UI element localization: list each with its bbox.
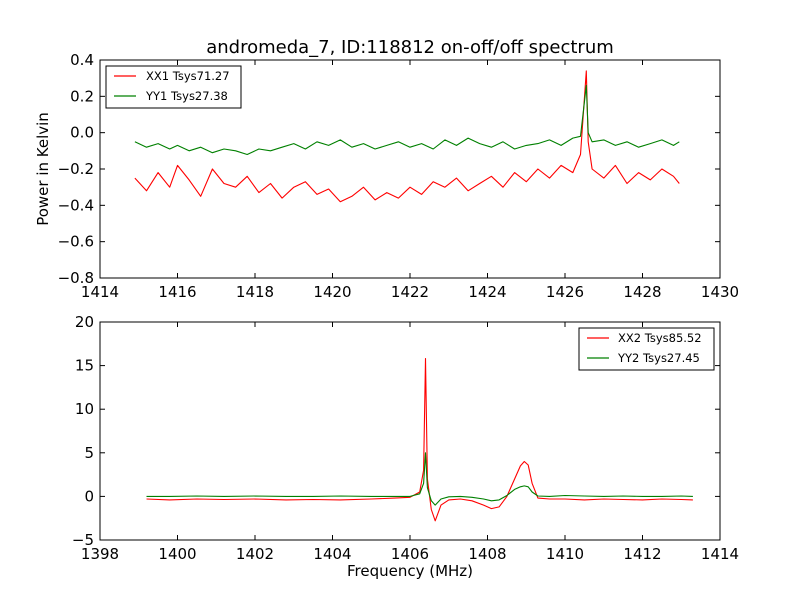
- y-tick-label: 15: [75, 357, 94, 375]
- top-plot-ticks: 1414 1416 1418 1420 1422 1424 1426 1428 1430 −0.8…: [58, 51, 740, 301]
- top-legend-label-xx1: XX1 Tsys71.27: [146, 69, 230, 83]
- y-tick-label: 0.2: [70, 87, 94, 105]
- x-tick-label: 1398: [81, 545, 119, 563]
- y-tick-label: −0.6: [58, 233, 94, 251]
- bottom-legend-label-xx2: XX2 Tsys85.52: [618, 331, 702, 345]
- bottom-plot-ticks: 1398 1400 1402 1404 1406 1408 1410 1412 1414 −5 0 5…: [72, 313, 739, 563]
- x-tick-label: 1404: [313, 545, 351, 563]
- x-tick-label: 1418: [236, 283, 274, 301]
- y-tick-label: 20: [75, 313, 94, 331]
- x-tick-label: 1422: [391, 283, 429, 301]
- bottom-plot-legend: XX2 Tsys85.52 YY2 Tsys27.45: [578, 327, 715, 371]
- y-tick-label: 0.0: [70, 124, 94, 142]
- y-tick-label: −0.8: [58, 269, 94, 287]
- series-line-1-1: [146, 452, 693, 506]
- y-tick-label: 0.4: [70, 51, 94, 69]
- x-tick-label: 1400: [158, 545, 196, 563]
- y-tick-label: −5: [72, 531, 94, 549]
- y-tick-label: 0: [84, 487, 94, 505]
- x-tick-label: 1424: [468, 283, 506, 301]
- series-line-0-0: [134, 70, 680, 203]
- x-tick-label: 1414: [81, 283, 119, 301]
- x-tick-label: 1420: [313, 283, 351, 301]
- bottom-plot-panel: Frequency (MHz) 1398 1400 1402 1404 1406 1408…: [72, 313, 739, 580]
- top-plot-legend: XX1 Tsys71.27 YY1 Tsys27.38: [105, 65, 242, 109]
- x-tick-label: 1414: [701, 545, 739, 563]
- top-legend-label-yy1: YY1 Tsys27.38: [145, 89, 228, 103]
- top-legend-box: [105, 65, 242, 109]
- x-tick-label: 1402: [236, 545, 274, 563]
- x-tick-label: 1416: [158, 283, 196, 301]
- bottom-legend-box: [578, 327, 715, 371]
- top-plot-marks: [134, 70, 680, 203]
- x-tick-label: 1408: [468, 545, 506, 563]
- y-tick-label: 10: [75, 400, 94, 418]
- top-y-axis-label: Power in Kelvin: [34, 112, 52, 226]
- x-tick-label: 1426: [546, 283, 584, 301]
- bottom-plot-marks: [146, 358, 693, 522]
- series-line-0-1: [134, 84, 680, 156]
- bottom-legend-label-yy2: YY2 Tsys27.45: [617, 351, 700, 365]
- x-tick-label: 1428: [623, 283, 661, 301]
- top-plot-title: andromeda_7, ID:118812 on-off/off spectr…: [206, 37, 614, 58]
- x-tick-label: 1430: [701, 283, 739, 301]
- bottom-x-axis-label: Frequency (MHz): [347, 562, 473, 580]
- x-tick-label: 1412: [623, 545, 661, 563]
- x-tick-label: 1406: [391, 545, 429, 563]
- y-tick-label: 5: [84, 444, 94, 462]
- series-line-1-0: [146, 358, 693, 522]
- top-plot-panel: andromeda_7, ID:118812 on-off/off spectr…: [34, 37, 739, 301]
- y-tick-label: −0.2: [58, 160, 94, 178]
- y-tick-label: −0.4: [58, 196, 94, 214]
- x-tick-label: 1410: [546, 545, 584, 563]
